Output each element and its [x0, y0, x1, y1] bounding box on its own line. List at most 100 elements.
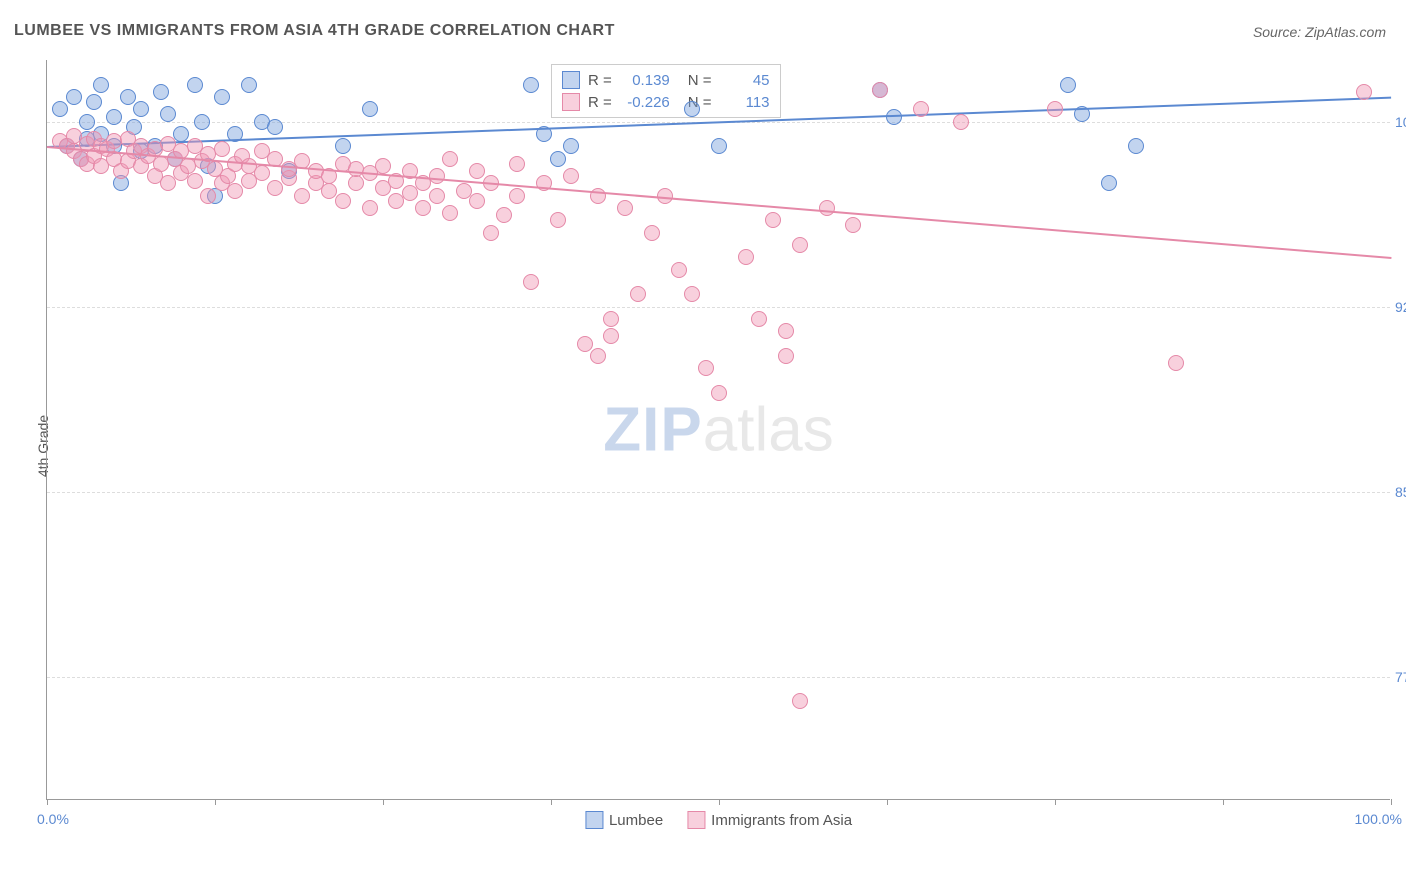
data-point — [1101, 175, 1117, 191]
data-point — [711, 385, 727, 401]
data-point — [348, 175, 364, 191]
data-point — [267, 119, 283, 135]
y-tick-label: 92.5% — [1395, 299, 1406, 315]
data-point — [429, 188, 445, 204]
data-point — [523, 274, 539, 290]
legend-correlation: R =0.139N =45R =-0.226N =113 — [551, 64, 781, 118]
data-point — [254, 165, 270, 181]
data-point — [227, 183, 243, 199]
legend-series: Lumbee Immigrants from Asia — [585, 811, 852, 829]
data-point — [819, 200, 835, 216]
data-point — [550, 212, 566, 228]
data-point — [187, 173, 203, 189]
chart-plot-area: ZIPatlas R =0.139N =45R =-0.226N =113 0.… — [46, 60, 1390, 800]
data-point — [469, 163, 485, 179]
data-point — [120, 89, 136, 105]
chart-container: LUMBEE VS IMMIGRANTS FROM ASIA 4TH GRADE… — [0, 0, 1406, 892]
data-point — [1168, 355, 1184, 371]
y-tick-label: 85.0% — [1395, 484, 1406, 500]
legend-label: Immigrants from Asia — [711, 812, 852, 829]
data-point — [133, 101, 149, 117]
data-point — [778, 348, 794, 364]
data-point — [86, 94, 102, 110]
legend-row: R =0.139N =45 — [562, 69, 770, 91]
data-point — [523, 77, 539, 93]
legend-row: R =-0.226N =113 — [562, 91, 770, 113]
x-tick — [1391, 799, 1392, 805]
data-point — [469, 193, 485, 209]
x-tick — [719, 799, 720, 805]
data-point — [187, 77, 203, 93]
data-point — [214, 141, 230, 157]
watermark: ZIPatlas — [603, 394, 833, 465]
data-point — [429, 168, 445, 184]
legend-n-value: 113 — [720, 94, 770, 111]
x-tick — [1055, 799, 1056, 805]
legend-r-value: 0.139 — [620, 72, 670, 89]
data-point — [563, 168, 579, 184]
data-point — [294, 188, 310, 204]
data-point — [335, 193, 351, 209]
data-point — [267, 180, 283, 196]
data-point — [872, 82, 888, 98]
gridline — [47, 677, 1390, 678]
data-point — [241, 77, 257, 93]
data-point — [563, 138, 579, 154]
legend-r-label: R = — [588, 72, 612, 89]
data-point — [375, 158, 391, 174]
data-point — [153, 84, 169, 100]
data-point — [1060, 77, 1076, 93]
data-point — [590, 348, 606, 364]
legend-swatch — [562, 93, 580, 111]
legend-n-label: N = — [688, 72, 712, 89]
data-point — [442, 151, 458, 167]
gridline — [47, 492, 1390, 493]
data-point — [496, 207, 512, 223]
data-point — [953, 114, 969, 130]
x-tick — [215, 799, 216, 805]
data-point — [603, 328, 619, 344]
data-point — [160, 175, 176, 191]
x-tick — [551, 799, 552, 805]
data-point — [362, 101, 378, 117]
legend-swatch — [562, 71, 580, 89]
data-point — [93, 77, 109, 93]
data-point — [442, 205, 458, 221]
legend-swatch — [687, 811, 705, 829]
data-point — [550, 151, 566, 167]
watermark-atlas: atlas — [703, 395, 834, 464]
legend-swatch — [585, 811, 603, 829]
data-point — [200, 188, 216, 204]
data-point — [845, 217, 861, 233]
x-tick — [887, 799, 888, 805]
legend-item: Immigrants from Asia — [687, 811, 852, 829]
data-point — [483, 225, 499, 241]
x-tick — [1223, 799, 1224, 805]
data-point — [698, 360, 714, 376]
data-point — [214, 89, 230, 105]
x-tick — [383, 799, 384, 805]
x-axis-min-label: 0.0% — [37, 811, 69, 827]
data-point — [415, 200, 431, 216]
legend-item: Lumbee — [585, 811, 663, 829]
data-point — [751, 311, 767, 327]
trend-line — [47, 146, 1391, 259]
data-point — [1128, 138, 1144, 154]
data-point — [738, 249, 754, 265]
data-point — [778, 323, 794, 339]
data-point — [160, 106, 176, 122]
data-point — [509, 156, 525, 172]
legend-label: Lumbee — [609, 812, 663, 829]
data-point — [684, 101, 700, 117]
chart-title: LUMBEE VS IMMIGRANTS FROM ASIA 4TH GRADE… — [14, 22, 615, 40]
data-point — [630, 286, 646, 302]
data-point — [509, 188, 525, 204]
data-point — [335, 138, 351, 154]
watermark-zip: ZIP — [603, 395, 702, 464]
data-point — [1047, 101, 1063, 117]
data-point — [577, 336, 593, 352]
data-point — [194, 114, 210, 130]
gridline — [47, 307, 1390, 308]
data-point — [644, 225, 660, 241]
legend-r-value: -0.226 — [620, 94, 670, 111]
